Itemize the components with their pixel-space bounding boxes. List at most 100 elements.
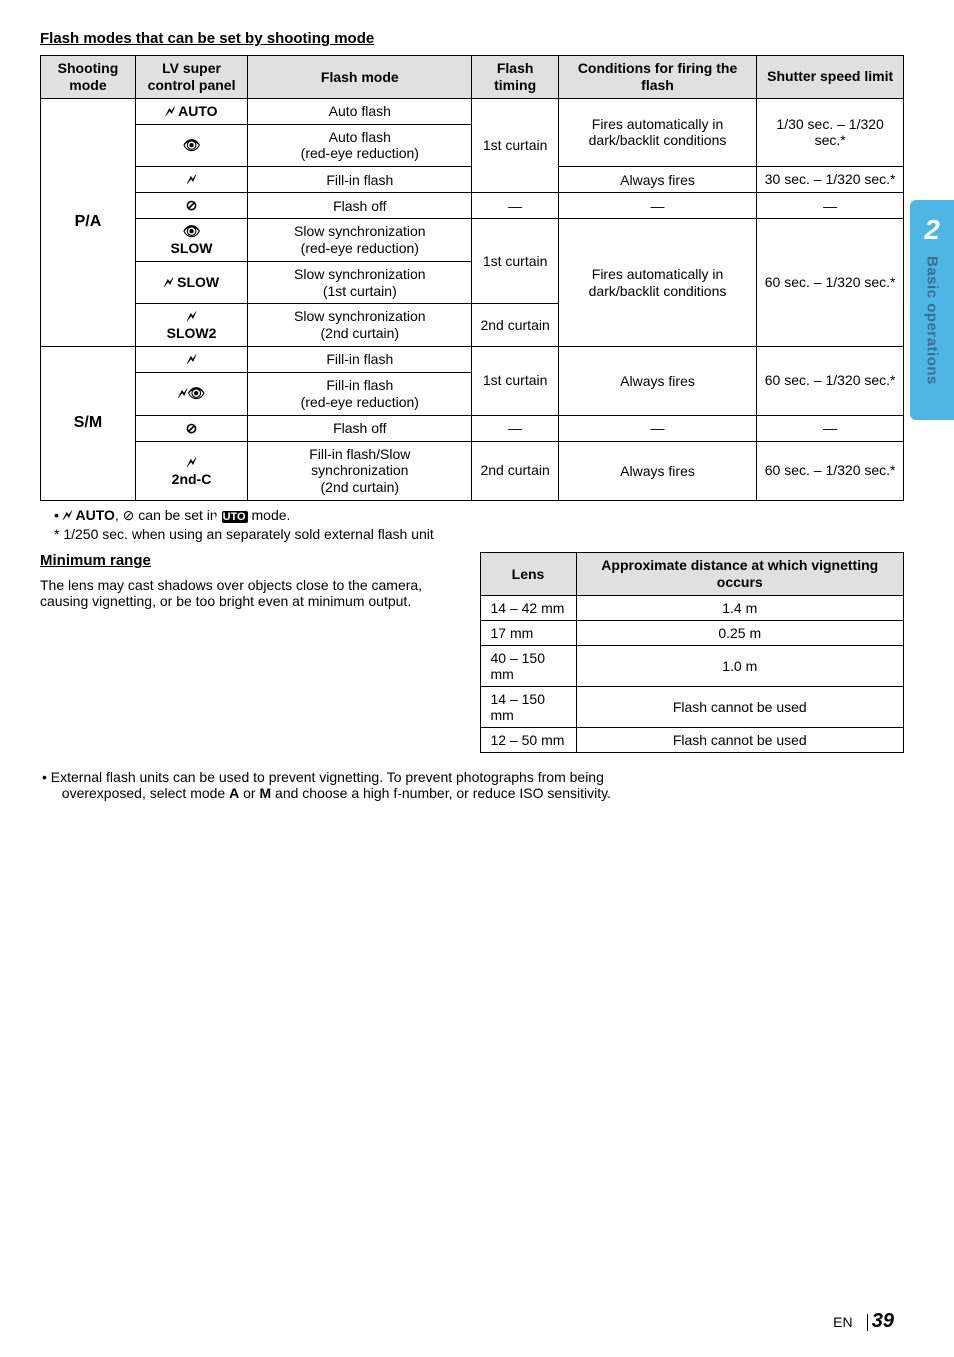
pa-r7-mode-l2: (2nd curtain) [321, 325, 400, 341]
sm-r4-mode: Fill-in flash/Slow synchronization (2nd … [248, 441, 472, 500]
pa-r5-icon-l1: 👁 [183, 223, 201, 239]
mode-pa: P/A [41, 98, 136, 346]
pa-r5-icon-l2: SLOW [171, 240, 213, 256]
sm-r3-cond: — [558, 415, 756, 441]
lens-cell: 1.0 m [576, 645, 903, 686]
footnote-shutter: * 1/250 sec. when using an separately so… [54, 526, 904, 542]
pa-r567-cond: Fires automatically in dark/backlit cond… [558, 219, 756, 347]
sm-r12-timing: 1st curtain [472, 346, 558, 415]
lens-th-lens: Lens [480, 552, 576, 595]
lens-row: 12 – 50 mmFlash cannot be used [480, 727, 904, 752]
lens-cell: 14 – 150 mm [480, 686, 576, 727]
pa-r1-mode: Auto flash [248, 98, 472, 124]
sm-r4-mode-l1: Fill-in flash/Slow [309, 446, 410, 462]
bullet1-prefix: 🗲 AUTO [63, 507, 115, 523]
note2-mode-m: M [259, 785, 271, 801]
min-range-title: Minimum range [40, 552, 464, 569]
pa-r12-cond: Fires automatically in dark/backlit cond… [558, 98, 756, 167]
pa-r6-mode: Slow synchronization (1st curtain) [248, 261, 472, 304]
note2-l1: • External flash units can be used to pr… [42, 769, 604, 785]
lens-th-dist: Approximate distance at which vignetting… [576, 552, 903, 595]
pa-r7-mode: Slow synchronization (2nd curtain) [248, 304, 472, 347]
sm-r3-mode: Flash off [248, 415, 472, 441]
pa-r6-mode-l2: (1st curtain) [323, 283, 397, 299]
pa-r7-icon-l1: 🗲 [187, 308, 196, 324]
pa-r5-icon: 👁 SLOW [135, 219, 247, 262]
sm-r1-icon: 🗲 [135, 346, 247, 372]
pa-r7-icon-l2: SLOW2 [167, 325, 217, 341]
th-lv-panel: LV super control panel [135, 56, 247, 99]
sm-r4-icon-l1: 🗲 [187, 454, 196, 470]
pa-r2-mode: Auto flash (red-eye reduction) [248, 124, 472, 167]
pa-r7-icon: 🗲 SLOW2 [135, 304, 247, 347]
pa-r1-icon: 🗲 AUTO [135, 98, 247, 124]
pa-r5-mode: Slow synchronization (red-eye reduction) [248, 219, 472, 262]
sm-r4-limit: 60 sec. – 1/320 sec.* [757, 441, 904, 500]
pa-r7-mode-l1: Slow synchronization [294, 308, 426, 324]
flash-modes-title: Flash modes that can be set by shooting … [40, 30, 904, 47]
page-footer: EN 39 [833, 1310, 894, 1333]
th-flash-mode: Flash mode [248, 56, 472, 99]
bullet1-suffix: mode. [248, 507, 291, 523]
th-flash-timing: Flash timing [472, 56, 558, 99]
chapter-number: 2 [924, 214, 940, 246]
lens-cell: 0.25 m [576, 620, 903, 645]
pa-r12-limit: 1/30 sec. – 1/320 sec.* [757, 98, 904, 167]
sm-r4-timing: 2nd curtain [472, 441, 558, 500]
pa-r2-icon: 👁 [135, 124, 247, 167]
pa-r567-limit: 60 sec. – 1/320 sec.* [757, 219, 904, 347]
pa-r7-timing: 2nd curtain [472, 304, 558, 347]
sm-r12-cond: Always fires [558, 346, 756, 415]
pa-r5-mode-l2: (red-eye reduction) [301, 240, 419, 256]
pa-r3-mode: Fill-in flash [248, 167, 472, 193]
sm-r4-icon-l2: 2nd-C [172, 471, 212, 487]
lens-cell: Flash cannot be used [576, 727, 903, 752]
chapter-label: Basic operations [924, 256, 941, 385]
pa-r12-timing: 1st curtain [472, 98, 558, 193]
sm-r3-icon: ⊘ [135, 415, 247, 441]
pa-r3-icon: 🗲 [135, 167, 247, 193]
sm-r3-timing: — [472, 415, 558, 441]
note2-l2-pre: overexposed, select mode [62, 785, 229, 801]
note2-mode-a: A [229, 785, 239, 801]
bullet-auto-mode: • 🗲 AUTO, ⊘ can be set in iAUTO mode. [54, 507, 904, 524]
lens-cell: 12 – 50 mm [480, 727, 576, 752]
lens-row: 14 – 42 mm1.4 m [480, 595, 904, 620]
pa-r2-mode-l2: (red-eye reduction) [301, 145, 419, 161]
lens-cell: Flash cannot be used [576, 686, 903, 727]
lens-row: 14 – 150 mmFlash cannot be used [480, 686, 904, 727]
pa-r6-mode-l1: Slow synchronization [294, 266, 426, 282]
lens-cell: 17 mm [480, 620, 576, 645]
pa-r3-limit: 30 sec. – 1/320 sec.* [757, 167, 904, 193]
pa-r4-limit: — [757, 193, 904, 219]
pa-r4-mode: Flash off [248, 193, 472, 219]
lens-row: 17 mm0.25 m [480, 620, 904, 645]
sm-r2-mode-l2: (red-eye reduction) [301, 394, 419, 410]
pa-r4-icon: ⊘ [135, 193, 247, 219]
lens-row: 40 – 150 mm1.0 m [480, 645, 904, 686]
pa-r56-timing: 1st curtain [472, 219, 558, 304]
note2-l2-post: and choose a high f-number, or reduce IS… [271, 785, 611, 801]
lens-cell: 1.4 m [576, 595, 903, 620]
bullet1-mid: , ⊘ can be set in [115, 507, 222, 523]
th-shooting-mode: Shooting mode [41, 56, 136, 99]
th-shutter-limit: Shutter speed limit [757, 56, 904, 99]
lens-table: Lens Approximate distance at which vigne… [480, 552, 905, 753]
sm-r4-cond: Always fires [558, 441, 756, 500]
pa-r2-mode-l1: Auto flash [329, 129, 391, 145]
vignetting-note: • External flash units can be used to pr… [40, 769, 904, 801]
pa-r5-mode-l1: Slow synchronization [294, 223, 426, 239]
chapter-tab: 2 Basic operations [910, 200, 954, 420]
pa-r3-cond: Always fires [558, 167, 756, 193]
min-range-text: The lens may cast shadows over objects c… [40, 577, 464, 609]
sm-r4-icon: 🗲 2nd-C [135, 441, 247, 500]
sm-r1-mode: Fill-in flash [248, 346, 472, 372]
mode-sm: S/M [41, 346, 136, 500]
pa-r6-icon: 🗲 SLOW [135, 261, 247, 304]
sm-r4-mode-l3: (2nd curtain) [321, 479, 400, 495]
lang-code: EN [833, 1314, 852, 1330]
sm-r2-mode: Fill-in flash (red-eye reduction) [248, 372, 472, 415]
pa-r4-timing: — [472, 193, 558, 219]
pa-r4-cond: — [558, 193, 756, 219]
sm-r2-mode-l1: Fill-in flash [326, 377, 393, 393]
